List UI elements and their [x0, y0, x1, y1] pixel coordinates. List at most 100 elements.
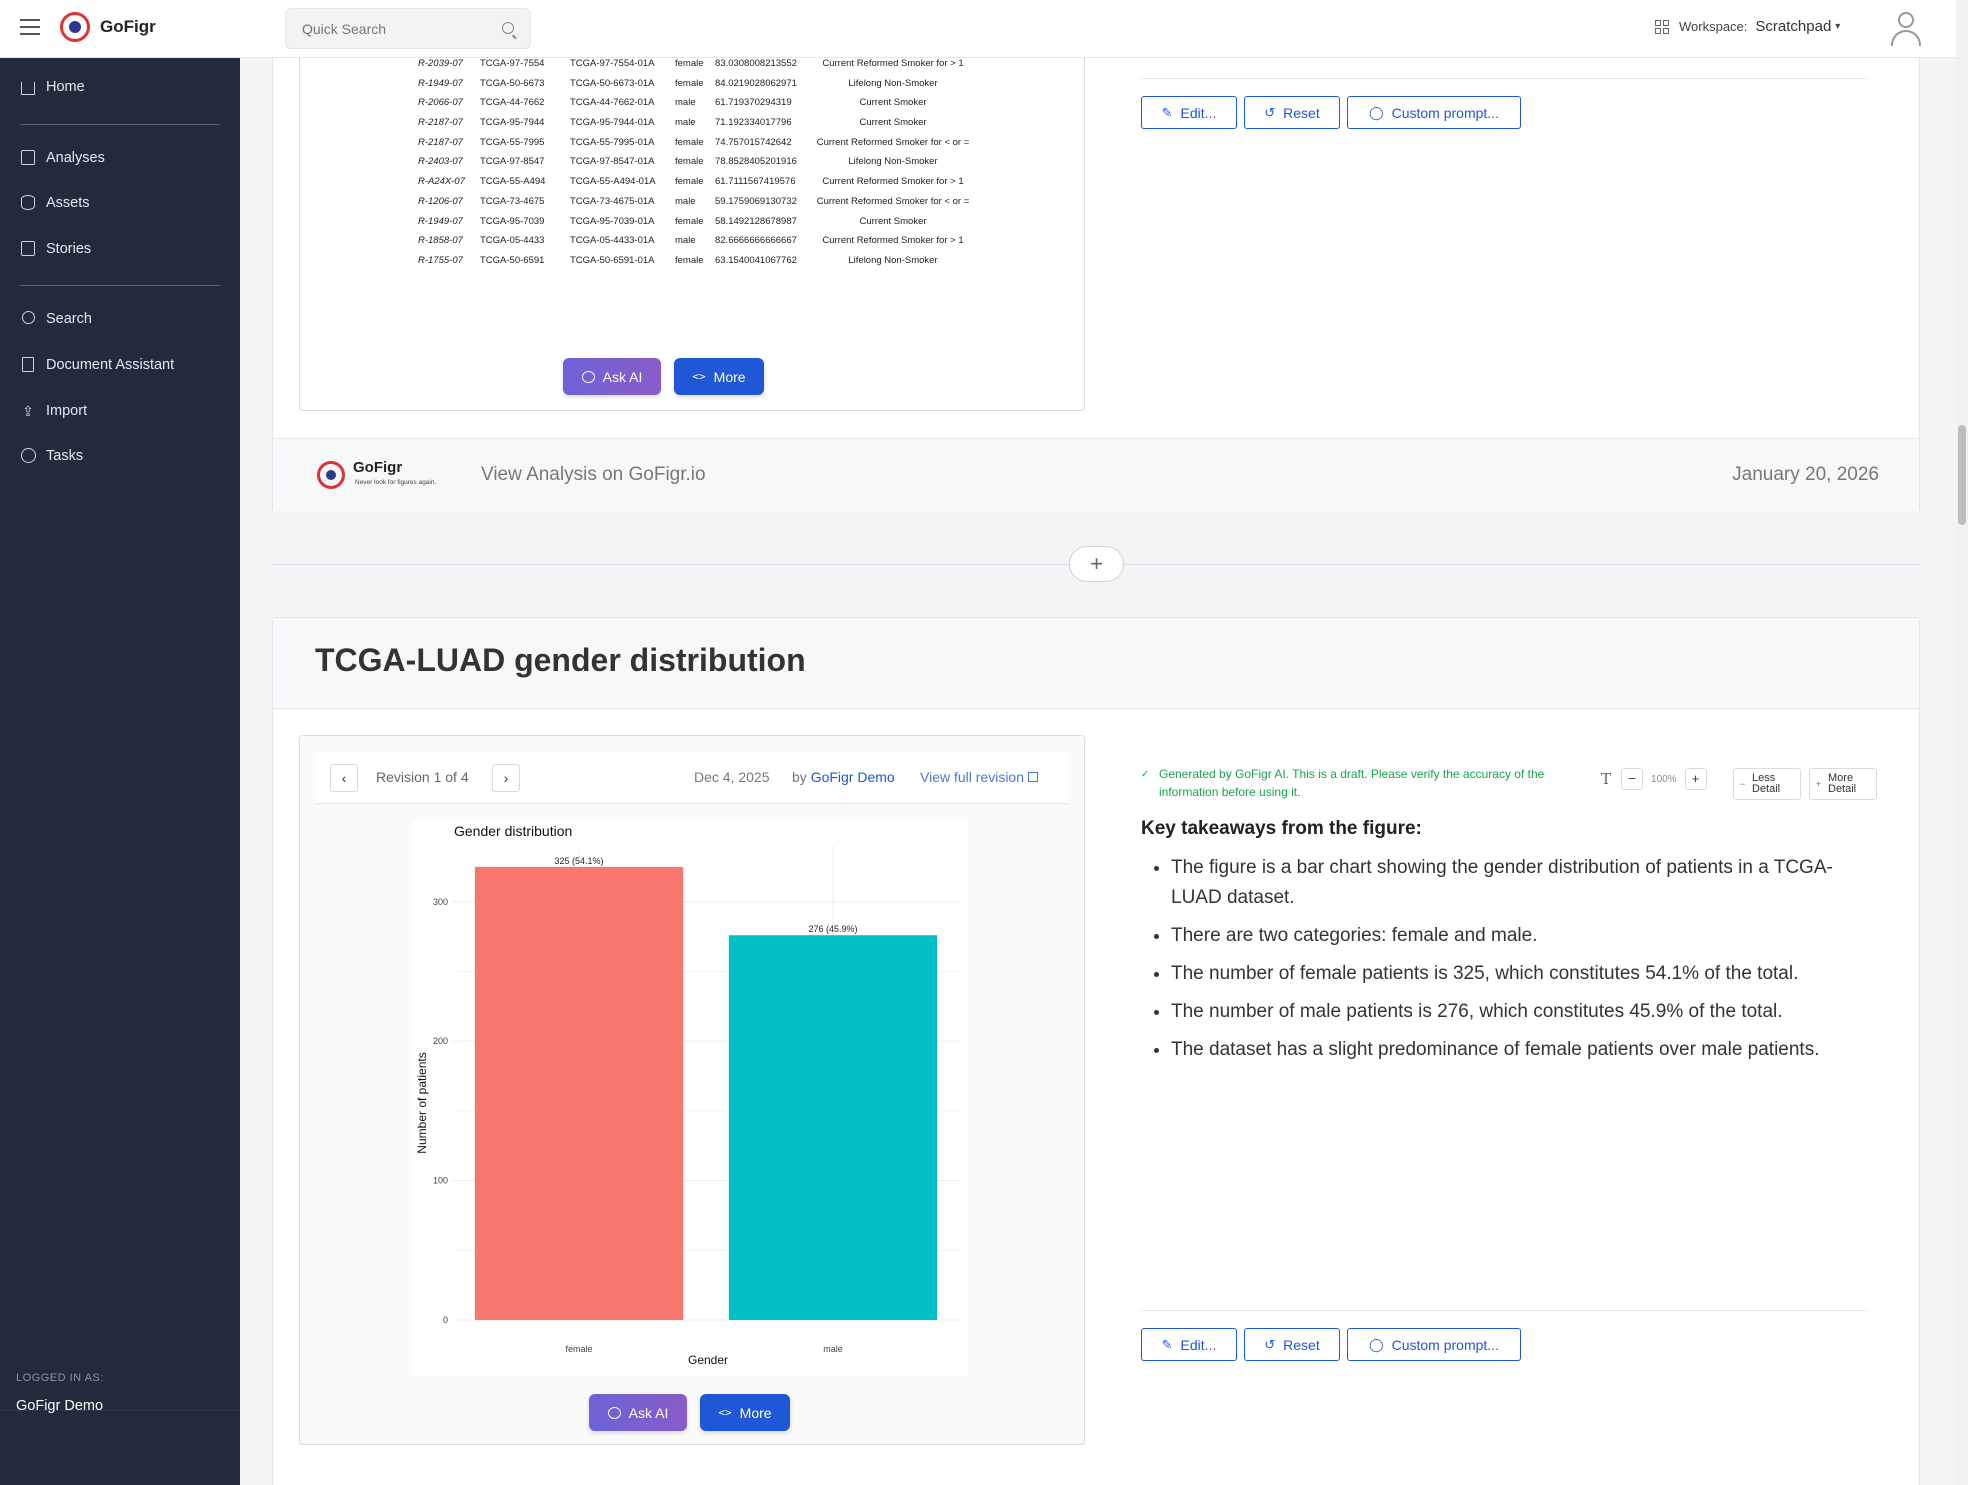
chevron-right-icon: › [503, 770, 509, 786]
edit-button[interactable]: ✎ Edit... [1141, 96, 1237, 129]
chart-title: Gender distribution [454, 823, 572, 839]
table-cell: Current Reformed Smoker for < or = [816, 195, 970, 207]
table-cell: TCGA-95-7944 [480, 117, 545, 129]
reset-button[interactable]: ↺ Reset [1244, 1328, 1340, 1361]
bar-female [474, 866, 684, 1320]
bar-male [728, 935, 938, 1320]
list-item: The dataset has a slight predominance of… [1171, 1035, 1861, 1065]
table-cell: TCGA-44-7662-01A [570, 97, 655, 109]
more-button[interactable]: <> More [674, 358, 764, 395]
bar-chart: 325 (54.1%) female 276 (45.9%) male 0 100 200 3… [412, 820, 968, 1376]
sidebar-divider [20, 124, 220, 125]
view-analysis-link[interactable]: View Analysis on GoFigr.io [481, 464, 706, 485]
reset-icon: ↺ [1264, 1336, 1276, 1352]
analysis-footer: GoFigr Never look for figures again. Vie… [273, 438, 1919, 512]
y-tick-label: 300 [433, 897, 448, 907]
sidebar-item-document-assistant[interactable]: Document Assistant [20, 357, 174, 373]
less-detail-button[interactable]: − Less Detail [1733, 768, 1801, 800]
sidebar-item-label: Home [46, 79, 85, 95]
sidebar-item-import[interactable]: ⇪ Import [20, 403, 87, 419]
sidebar-item-home[interactable]: Home [20, 79, 85, 95]
table-cell: R-2403-07 [418, 156, 463, 168]
table-cell: female [675, 254, 704, 266]
table-cell: female [675, 215, 704, 227]
text-size-icon: T [1601, 770, 1612, 788]
list-item: The number of male patients is 276, whic… [1171, 997, 1861, 1027]
decrease-font-button[interactable]: − [1621, 768, 1644, 790]
custom-prompt-button[interactable]: ◯ Custom prompt... [1347, 1328, 1521, 1361]
edit-label: Edit... [1180, 1336, 1217, 1353]
card-header: TCGA-LUAD gender distribution [273, 618, 1919, 709]
table-cell: TCGA-50-6591 [480, 254, 545, 266]
revision-author-link[interactable]: GoFigr Demo [810, 769, 895, 785]
more-button[interactable]: <> More [700, 1394, 790, 1431]
reset-button[interactable]: ↺ Reset [1244, 96, 1340, 129]
hamburger-menu-icon[interactable] [20, 19, 40, 35]
zoom-value: 100% [1651, 773, 1677, 785]
table-cell: female [675, 156, 704, 168]
sidebar-item-search[interactable]: Search [20, 311, 92, 327]
sidebar-item-label: Document Assistant [46, 357, 175, 373]
more-detail-label: More Detail [1828, 772, 1857, 795]
table-cell: female [675, 136, 704, 148]
table-cell: R-2187-07 [418, 136, 463, 148]
table-cell: male [675, 235, 696, 247]
check-icon: ✓ [1141, 769, 1150, 780]
table-cell: Current Smoker [859, 215, 927, 227]
add-block-button[interactable]: + [1069, 546, 1124, 582]
previous-revision-button[interactable]: ‹ [330, 764, 358, 792]
revision-bar: ‹ Revision 1 of 4 › Dec 4, 2025 by GoFig… [316, 752, 1068, 804]
sidebar-item-analyses[interactable]: Analyses [20, 150, 105, 166]
more-detail-button[interactable]: + More Detail [1809, 768, 1877, 800]
data-label: 276 (45.9%) [808, 924, 857, 934]
top-bar: GoFigr Workspace: Scratchpad ▾ [0, 0, 1956, 58]
table-cell: R-1206-07 [418, 195, 463, 207]
page-scrollbar[interactable] [1956, 0, 1968, 1485]
revision-by-prefix: by [792, 769, 807, 785]
workspace-selector[interactable]: Workspace: Scratchpad ▾ [1655, 18, 1840, 35]
sidebar-item-assets[interactable]: Assets [20, 195, 90, 211]
plus-icon: + [1816, 779, 1822, 789]
table-cell: R-2066-07 [418, 97, 463, 109]
scrollbar-thumb[interactable] [1958, 425, 1966, 525]
pencil-icon: ✎ [1161, 1336, 1173, 1352]
list-item: There are two categories: female and mal… [1171, 921, 1861, 951]
user-avatar-icon[interactable] [1888, 10, 1924, 46]
logged-in-name: GoFigr Demo [16, 1398, 104, 1414]
sidebar-divider [20, 285, 220, 286]
code-icon: <> [718, 1406, 732, 1419]
sidebar-item-stories[interactable]: Stories [20, 241, 91, 257]
sidebar: Home Analyses Assets Stories Search Docu… [0, 58, 240, 1485]
analysis-card: TCGA-LUAD gender distribution ‹ Revision… [272, 617, 1920, 1485]
table-cell: female [675, 77, 704, 89]
x-axis-label: Gender [688, 1353, 728, 1367]
chart-svg: 325 (54.1%) female 276 (45.9%) male 0 100 200 3… [415, 823, 960, 1367]
table-cell: Current Reformed Smoker for > 1 [822, 176, 964, 188]
table-cell: 63.1540041067762 [715, 254, 797, 266]
ask-ai-button[interactable]: Ask AI [589, 1394, 687, 1431]
table-cell: Lifelong Non-Smoker [848, 156, 938, 168]
y-axis-label: Number of patients [415, 1052, 429, 1153]
table-cell: female [675, 58, 704, 69]
reset-label: Reset [1283, 1336, 1320, 1353]
code-icon: <> [692, 370, 706, 383]
open-book-icon [21, 241, 35, 256]
increase-font-button[interactable]: + [1684, 768, 1707, 790]
sidebar-item-tasks[interactable]: Tasks [20, 448, 83, 464]
search-icon[interactable] [502, 22, 514, 34]
table-cell: TCGA-55-7995 [480, 136, 545, 148]
custom-prompt-button[interactable]: ◯ Custom prompt... [1347, 96, 1521, 129]
next-revision-button[interactable]: › [492, 764, 520, 792]
ask-ai-button[interactable]: Ask AI [563, 358, 661, 395]
table-cell: Current Reformed Smoker for < or = [816, 136, 970, 148]
gofigr-logo-icon [317, 461, 345, 489]
quick-search-input[interactable] [286, 9, 486, 48]
table-cell: TCGA-50-6673 [480, 77, 545, 89]
takeaways-title: Key takeaways from the figure: [1141, 818, 1422, 839]
table-cell: TCGA-05-4433 [480, 235, 545, 247]
edit-button[interactable]: ✎ Edit... [1141, 1328, 1237, 1361]
app-logo[interactable]: GoFigr [60, 12, 156, 42]
pencil-icon: ✎ [1161, 104, 1173, 120]
view-full-revision-link[interactable]: View full revision [920, 769, 1039, 785]
ai-draft-note: ✓ Generated by GoFigr AI. This is a draf… [1141, 765, 1601, 801]
